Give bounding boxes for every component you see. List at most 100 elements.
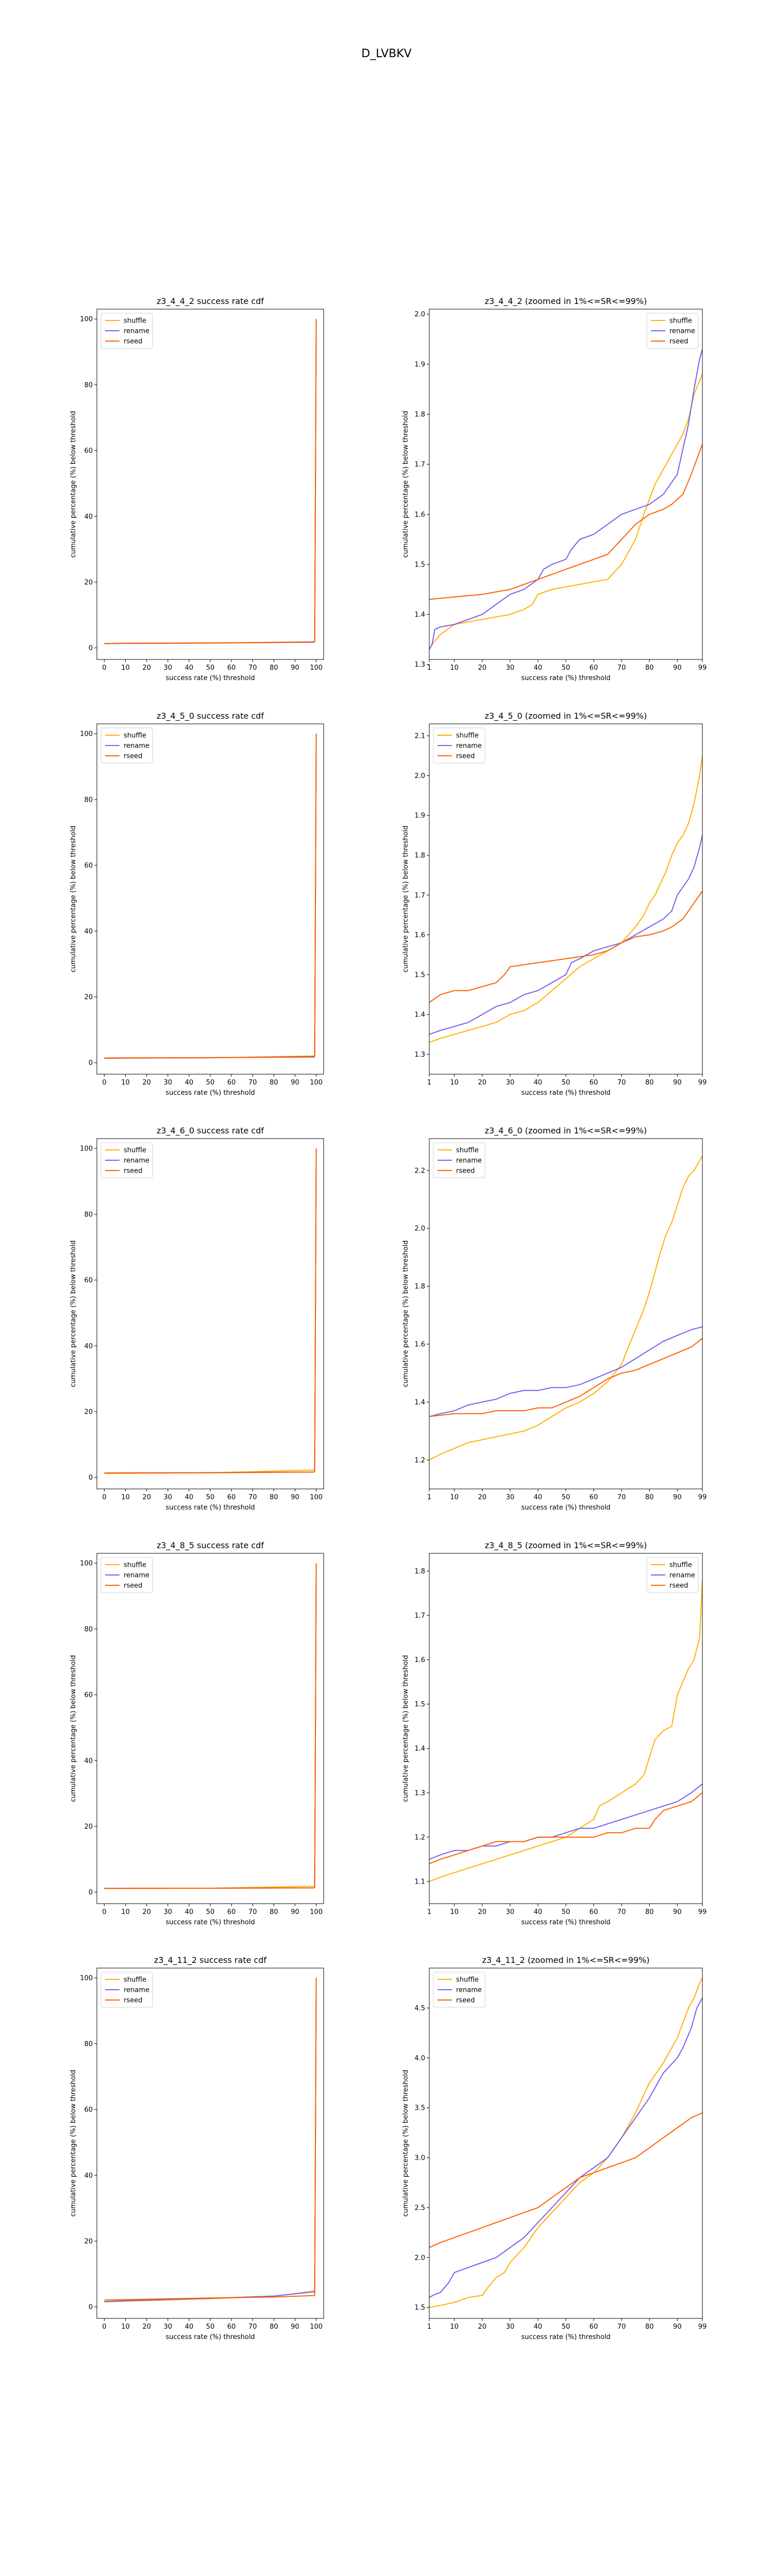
row2-zoom-line-shuffle: [429, 1156, 702, 1461]
row4-zoom-ytick-label: 4.5: [414, 2005, 425, 2012]
row3-zoom-ytick-label: 1.1: [414, 1878, 425, 1886]
row0-full-ytick-label: 0: [89, 645, 93, 652]
row0-full-ytick-label: 20: [84, 579, 93, 586]
row2-zoom-series-group: [429, 1156, 702, 1461]
row0-zoom-ylabel: cumulative percentage (%) below threshol…: [402, 411, 410, 558]
row3-zoom-xtick-label: 1: [427, 1908, 431, 1916]
row4-zoom-ytick-label: 1.5: [414, 2304, 425, 2312]
row4-zoom-xtick-label: 30: [506, 2323, 515, 2331]
row0-full-ylabel: cumulative percentage (%) below threshol…: [70, 411, 77, 558]
row1-zoom-xtick-label: 90: [673, 1079, 682, 1087]
row1-zoom-line-rename: [429, 835, 702, 1035]
row3-zoom-xtick-label: 70: [617, 1908, 626, 1916]
row0-full-legend-label-rename: rename: [124, 328, 149, 335]
row1-zoom-legend: shuffle rename rseed: [433, 727, 485, 764]
row1-full-xtick-label: 40: [185, 1079, 194, 1087]
row2-zoom-xtick-label: 30: [506, 1494, 515, 1501]
row2-full-xtick-label: 90: [291, 1494, 299, 1501]
row2-zoom-xtick-label: 40: [534, 1494, 543, 1501]
row3-zoom-ytick-label: 1.7: [414, 1612, 425, 1620]
row4-zoom-line-shuffle: [429, 1977, 702, 2308]
row0-zoom-xtick-label: 60: [590, 664, 598, 672]
row0-full-ytick-label: 60: [84, 447, 93, 455]
row4-full-xtick-label: 60: [227, 2323, 236, 2331]
row1-full-title: z3_4_5_0 success rate cdf: [157, 711, 264, 721]
row3-full-xtick-label: 80: [270, 1908, 278, 1916]
row1-zoom-xtick-label: 60: [590, 1079, 598, 1087]
row1-zoom-ytick-label: 2.0: [414, 772, 425, 780]
row1-full-xtick-label: 50: [206, 1079, 215, 1087]
row4-zoom-ytick-label: 4.0: [414, 2055, 425, 2062]
row2-full-xtick-label: 10: [121, 1494, 130, 1501]
row1-full-xtick-label: 30: [163, 1079, 172, 1087]
row1-zoom-xlabel: success rate (%) threshold: [521, 1089, 610, 1097]
row4-zoom-xtick-label: 40: [534, 2323, 543, 2331]
row1-zoom-legend-label-rename: rename: [456, 742, 482, 750]
row3-full-xtick-label: 70: [248, 1908, 257, 1916]
row3-zoom-ytick-label: 1.3: [414, 1789, 425, 1797]
row2-full-ytick-label: 0: [89, 1474, 93, 1482]
row4-full-title: z3_4_11_2 success rate cdf: [154, 1955, 267, 1965]
row0-full-ytick-label: 100: [80, 316, 93, 324]
row0-zoom-xtick-label: 90: [673, 664, 682, 672]
row0-zoom-ytick-label: 2.0: [414, 311, 425, 318]
row0-full-xtick-label: 0: [102, 664, 106, 672]
row1-full-axes-frame: [96, 723, 324, 1075]
row0-full-line-rename: [104, 319, 317, 645]
row0-zoom-xtick-label: 50: [562, 664, 570, 672]
row3-full-legend-box: [100, 1557, 153, 1593]
row1-full-xtick-label: 0: [102, 1079, 106, 1087]
row3-zoom-line-rseed: [429, 1792, 702, 1865]
row4-zoom-ylabel: cumulative percentage (%) below threshol…: [402, 2070, 410, 2217]
row0-full-xtick-label: 40: [185, 664, 194, 672]
row4-zoom-xtick-label: 70: [617, 2323, 626, 2331]
row0-zoom-ytick-label: 1.7: [414, 461, 425, 469]
row0-zoom-legend: shuffle rename rseed: [646, 313, 699, 349]
row2-full-xtick-label: 20: [142, 1494, 151, 1501]
row4-zoom-legend-label-shuffle: shuffle: [456, 1976, 479, 1984]
row1-zoom-xtick-label: 70: [617, 1079, 626, 1087]
row0-zoom-xtick-label: 80: [645, 664, 654, 672]
row4-full-ytick-label: 80: [84, 2040, 93, 2048]
row2-full-ylabel: cumulative percentage (%) below threshol…: [70, 1241, 77, 1387]
row3-full-ytick-label: 40: [84, 1757, 93, 1765]
row1-full-ytick-label: 80: [84, 796, 93, 804]
row3-zoom-xtick-label: 50: [562, 1908, 570, 1916]
row4-full-legend-box: [100, 1972, 153, 2008]
row3-zoom-legend-label-rename: rename: [669, 1572, 695, 1580]
row0-zoom-ytick-label: 1.8: [414, 411, 425, 419]
row1-zoom-panel: z3_4_5_0 (zoomed in 1%<=SR<=99%) 1 10 20 30 4…: [402, 711, 707, 1097]
row3-full-panel: z3_4_8_5 success rate cdf 0 10 20 30 40 50 60 70…: [70, 1540, 324, 1926]
row4-zoom-xtick-label: 50: [562, 2323, 570, 2331]
row1-full-series-group: [104, 734, 317, 1059]
row1-full-legend-box: [100, 727, 153, 764]
row2-zoom-legend-box: [433, 1142, 485, 1178]
row3-full-xtick-label: 10: [121, 1908, 130, 1916]
row4-zoom-legend-label-rseed: rseed: [456, 1997, 475, 2005]
row4-zoom-axes-frame: [429, 1968, 703, 2319]
row2-zoom-ytick-label: 1.4: [414, 1399, 425, 1406]
row4-zoom-ytick-label: 2.5: [414, 2204, 425, 2212]
row3-full-ytick-label: 80: [84, 1625, 93, 1633]
row3-zoom-line-rename: [429, 1783, 702, 1860]
row4-full-line-rseed: [104, 1978, 317, 2301]
row3-full-xtick-label: 20: [142, 1908, 151, 1916]
row3-zoom-ytick-label: 1.2: [414, 1834, 425, 1841]
row2-full-line-rseed: [104, 1148, 317, 1473]
row3-zoom-xtick-label: 90: [673, 1908, 682, 1916]
row0-zoom-xtick-label: 20: [478, 664, 486, 672]
row4-full-ytick-label: 0: [89, 2303, 93, 2311]
row3-zoom-ytick-label: 1.4: [414, 1745, 425, 1753]
row2-full-xtick-label: 0: [102, 1494, 106, 1501]
row2-zoom-xtick-label: 1: [427, 1494, 431, 1501]
row3-zoom-ytick-label: 1.8: [414, 1568, 425, 1575]
row1-zoom-ytick-label: 1.8: [414, 852, 425, 860]
row2-full-xtick-label: 60: [227, 1494, 236, 1501]
row4-full-xtick-label: 90: [291, 2323, 299, 2331]
row0-full-xtick-label: 10: [121, 664, 130, 672]
row4-zoom-line-rename: [429, 1997, 702, 2298]
row1-full-xtick-label: 70: [248, 1079, 257, 1087]
row3-full-line-rename: [104, 1563, 317, 1889]
row4-full-xtick-label: 30: [163, 2323, 172, 2331]
